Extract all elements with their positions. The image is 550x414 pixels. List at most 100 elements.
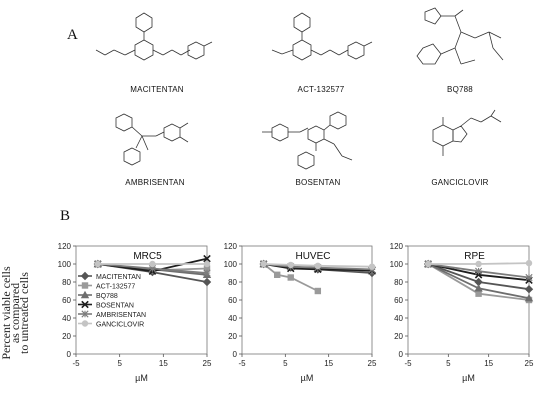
series-line <box>263 263 319 292</box>
chart-title: HUVEC <box>295 251 330 262</box>
data-point <box>474 277 483 287</box>
data-point <box>81 310 89 318</box>
structure-bq788 <box>405 4 515 82</box>
data-point <box>314 287 322 295</box>
y-tick-label: 100 <box>390 260 404 269</box>
y-tick-label: 60 <box>62 296 71 305</box>
chart-rpe: 0 20 40 60 80 100 120 -5 5 15 25 µM RPE <box>390 242 534 383</box>
data-point <box>203 265 211 272</box>
legend-entry: AMBRISENTAN <box>96 312 146 319</box>
chart-title: RPE <box>464 251 485 262</box>
data-point <box>314 262 322 269</box>
y-axis-label-line-2: as compared <box>8 283 22 343</box>
y-tick-label: 0 <box>233 350 238 359</box>
y-tick-label: 120 <box>58 242 72 251</box>
data-point <box>287 261 294 269</box>
x-tick-label: 5 <box>117 359 122 368</box>
data-point <box>474 284 483 292</box>
x-axis-label: µM <box>301 373 314 383</box>
x-tick-label: 5 <box>446 359 451 368</box>
data-point <box>202 277 212 287</box>
data-point <box>368 263 376 270</box>
structure-ganciclovir <box>405 108 515 173</box>
data-point <box>274 271 281 278</box>
legend-entry: MACITENTAN <box>96 274 141 281</box>
data-point <box>287 274 294 281</box>
x-tick-label: 15 <box>159 359 168 368</box>
compound-name-macitentan: MACITENTAN <box>130 85 184 94</box>
data-point <box>475 290 482 297</box>
series-line <box>263 263 373 268</box>
y-tick-label: 0 <box>399 350 404 359</box>
y-tick-label: 40 <box>394 314 403 323</box>
x-tick-label: -5 <box>72 359 80 368</box>
x-axis-label: µM <box>462 373 475 383</box>
y-tick-label: 100 <box>58 260 72 269</box>
data-point <box>525 273 533 282</box>
data-point <box>81 320 89 327</box>
data-point <box>475 260 482 268</box>
chart-mrc5: 0 20 40 60 80 100 120 -5 5 15 25 µM MRC5 MACITENTAN AC… <box>58 242 212 383</box>
data-point <box>524 294 534 302</box>
y-tick-label: 80 <box>62 278 71 287</box>
legend-entry: BQ788 <box>96 293 118 300</box>
compound-name-bosentan: BOSENTAN <box>295 178 341 187</box>
compound-name-ganciclovir: GANCICLOVIR <box>431 178 489 187</box>
structure-macitentan <box>92 8 222 83</box>
data-point <box>525 259 533 267</box>
y-axis-label-line-3: to untreated cells <box>17 272 30 354</box>
x-tick-label: 15 <box>484 359 493 368</box>
y-axis-label: Percent viable cells as compared to untr… <box>0 238 31 388</box>
x-tick-label: -5 <box>238 359 246 368</box>
x-tick-label: 25 <box>368 359 377 368</box>
data-point <box>203 269 211 277</box>
x-tick-label: 15 <box>324 359 333 368</box>
data-point <box>80 271 90 281</box>
compound-name-ambrisentan: AMBRISENTAN <box>125 178 185 187</box>
compound-name-bq788: BQ788 <box>447 85 473 94</box>
structure-bosentan <box>258 104 378 176</box>
y-tick-label: 60 <box>228 296 237 305</box>
data-point <box>80 290 90 299</box>
structure-act-132577 <box>262 8 382 83</box>
legend-entry: BOSENTAN <box>96 303 134 310</box>
data-point <box>260 260 267 268</box>
data-point <box>474 267 483 275</box>
y-tick-label: 20 <box>394 332 403 341</box>
x-tick-label: 25 <box>525 359 534 368</box>
structure-ambrisentan <box>102 110 212 175</box>
y-tick-label: 40 <box>62 314 71 323</box>
y-axis-label-line-1: Percent viable cells <box>0 266 13 360</box>
y-tick-label: 0 <box>67 350 72 359</box>
data-point <box>203 254 211 263</box>
data-point <box>81 300 89 309</box>
panel-label-b: B <box>60 208 71 224</box>
data-point <box>149 260 156 268</box>
y-tick-label: 80 <box>228 278 237 287</box>
y-tick-label: 40 <box>228 314 237 323</box>
y-tick-label: 60 <box>394 296 403 305</box>
y-tick-label: 100 <box>224 260 238 269</box>
chart-title: MRC5 <box>133 251 162 262</box>
data-point <box>81 282 89 289</box>
y-tick-label: 120 <box>224 242 238 251</box>
y-tick-label: 80 <box>394 278 403 287</box>
compound-name-act-132577: ACT-132577 <box>297 85 345 94</box>
legend-entry: GANCICLOVIR <box>96 322 144 329</box>
data-point <box>94 260 102 268</box>
panel-label-a: A <box>67 27 78 43</box>
data-point <box>203 260 211 268</box>
data-point <box>424 260 432 268</box>
y-tick-label: 120 <box>390 242 404 251</box>
chart-huvec: 0 20 40 60 80 100 120 -5 5 15 25 µM HUVEC <box>224 242 377 383</box>
x-tick-label: 25 <box>203 359 212 368</box>
y-tick-label: 20 <box>228 332 237 341</box>
y-tick-label: 20 <box>62 332 71 341</box>
data-point <box>524 285 534 294</box>
x-axis-label: µM <box>135 373 148 383</box>
x-tick-label: -5 <box>404 359 412 368</box>
legend-entry: ACT-132577 <box>96 284 135 291</box>
data-point <box>148 264 157 273</box>
x-tick-label: 5 <box>283 359 288 368</box>
